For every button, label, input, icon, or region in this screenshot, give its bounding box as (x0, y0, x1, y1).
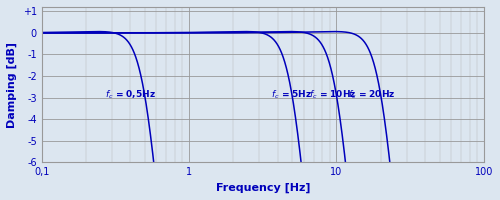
Text: $f_c$ = 5Hz: $f_c$ = 5Hz (271, 88, 312, 101)
Y-axis label: Damping [dB]: Damping [dB] (7, 42, 17, 128)
Text: $f_c$ = 10Hz: $f_c$ = 10Hz (309, 88, 356, 101)
X-axis label: Frequency [Hz]: Frequency [Hz] (216, 183, 310, 193)
Text: $f_c$ = 20Hz: $f_c$ = 20Hz (348, 88, 396, 101)
Text: $f_c$ = 0,5Hz: $f_c$ = 0,5Hz (106, 88, 156, 101)
